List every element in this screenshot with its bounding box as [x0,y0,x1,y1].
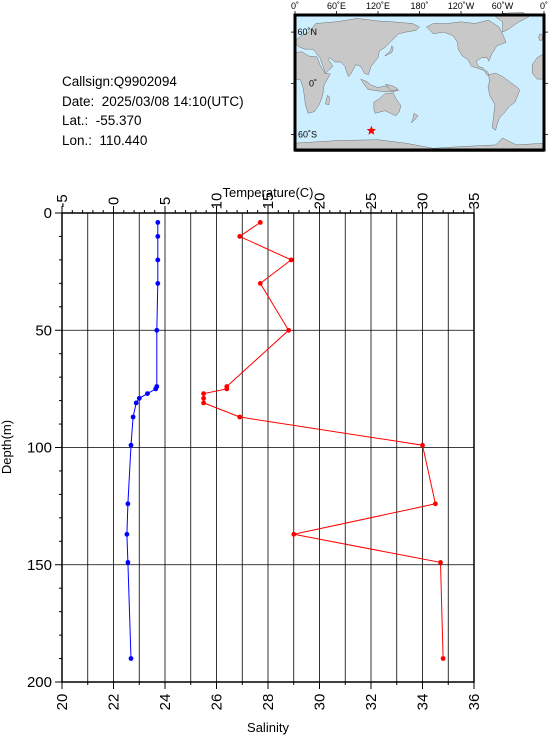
landmass-11 [294,137,545,152]
map-lon-label: 60˚W [492,1,514,11]
salinity-tick-label: 34 [415,694,432,711]
temperature-tick-label: 20 [312,193,329,210]
salinity-axis-title: Salinity [247,720,289,735]
temperature-axis-title: Temperature(C) [222,185,313,200]
depth-tick-label: 150 [27,557,52,574]
salinity-data-point [291,531,297,537]
landmass-3 [325,94,330,105]
salinity-tick-label: 32 [363,694,380,711]
landmass-12 [538,33,543,41]
latitude-text: Lat.: -55.370 [62,113,142,128]
salinity-tick-label: 24 [157,694,174,711]
landmass-10 [487,72,521,131]
temperature-tick-label: -5 [54,194,71,207]
map-lat-label: 0˚ [309,78,317,88]
temperature-data-point [130,414,136,420]
landmass-7 [411,112,419,123]
landmass-0 [294,18,420,77]
salinity-data-point [237,234,243,239]
salinity-data-point [286,327,291,333]
salinity-data-point [224,386,230,392]
temperature-data-point [136,395,142,401]
temperature-data-point [155,220,161,225]
salinity-data-point [438,560,443,565]
temperature-tick-label: 30 [415,193,432,210]
salinity-tick-label: 22 [106,694,123,711]
salinity-tick-label: 26 [209,694,226,711]
map-lon-label: 0˚ [540,1,548,11]
depth-tick-label: 100 [27,440,52,457]
depth-tick-label: 0 [44,205,52,222]
temperature-data-point [153,386,159,392]
callsign-text: Callsign:Q9902094 [62,74,177,89]
depth-tick-label: 200 [27,674,52,691]
map-lon-label: 120˚W [448,1,475,11]
temperature-tick-label: 35 [466,193,483,210]
map-lat-label: 60˚S [298,130,317,140]
map-lon-label: 60˚E [327,1,346,11]
salinity-tick-label: 30 [312,694,329,711]
landmass-8 [426,19,507,77]
salinity-data-point [201,400,207,406]
map-lat-label: 60˚N [297,27,317,37]
float-location-marker [366,125,377,135]
landmass-13 [385,83,398,92]
map-lon-label: 120˚E [366,1,390,11]
landmass-1 [294,51,331,114]
temperature-tick-label: 0 [106,197,123,205]
map-landmasses [294,12,545,152]
temperature-tick-label: 10 [209,193,226,210]
plot-frame [61,212,475,683]
temperature-data-point [124,531,130,537]
map-lon-label: 180˚ [410,1,428,11]
salinity-data-point [433,501,438,507]
salinity-data-point [257,220,263,225]
temperature-data-point [145,391,150,396]
temperature-data-point [125,560,131,565]
longitude-text: Lon.: 110.440 [62,132,148,148]
temperature-data-point [155,281,161,286]
salinity-tick-label: 20 [54,694,71,711]
salinity-data-point [237,414,243,420]
date-text: Date: 2025/03/08 14:10(UTC) [62,93,244,109]
temperature-data-point [155,257,161,263]
depth-tick-label: 50 [35,322,52,339]
temperature-data-point [125,501,131,507]
salinity-tick-label: 36 [466,694,483,711]
depth-axis-title: Depth(m) [0,420,14,474]
temperature-profile-line [126,222,159,659]
map-lon-label: 0˚ [291,1,299,11]
temperature-data-point [128,442,134,448]
salinity-data-point [201,391,207,396]
temperature-tick-label: 5 [157,197,174,205]
salinity-data-point [440,656,446,661]
salinity-data-point [201,395,207,401]
temperature-data-point [155,234,161,239]
salinity-data-point [420,442,425,448]
float-info: Callsign:Q9902094 Date: 2025/03/08 14:10… [62,72,244,150]
grid [62,213,474,682]
world-map: 0˚ 60˚E 120˚E 180˚ 120˚W 60˚W 0˚ 60˚N 0˚ 60˚S [291,1,548,152]
temperature-tick-label: 15 [260,193,277,210]
temperature-data-point [133,400,139,406]
temperature-data-point [128,656,134,661]
landmass-5 [384,45,394,57]
salinity-data-point [257,281,263,286]
salinity-data-point [288,257,294,263]
salinity-tick-label: 28 [260,694,277,711]
landmass-6 [373,92,402,117]
landmass-9 [495,12,530,33]
temperature-tick-label: 25 [363,193,380,210]
temperature-data-point [154,327,160,333]
